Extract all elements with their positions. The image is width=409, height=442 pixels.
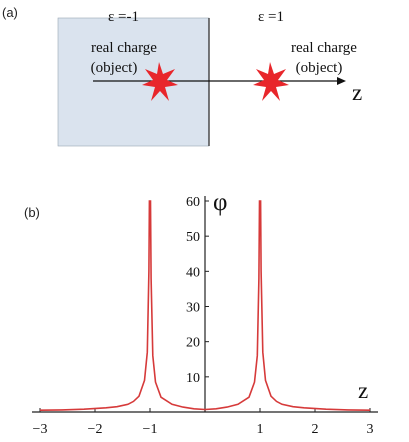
x-tick-label: −3 <box>33 422 48 437</box>
y-tick-label: 50 <box>186 230 200 245</box>
y-axis-label: φ <box>213 189 227 216</box>
epsilon-right-label: ε =1 <box>258 9 284 25</box>
y-tick-label: 20 <box>186 336 200 351</box>
x-tick-label: −1 <box>143 422 158 437</box>
z-axis-arrowhead <box>337 77 346 85</box>
right-charge-label-line1: real charge <box>291 40 357 56</box>
panel-b-label: (b) <box>24 205 40 220</box>
plot-ticks: −3 −2 −1 1 2 3 10 20 30 40 50 60 <box>33 195 374 437</box>
plot-axes <box>32 196 378 413</box>
potential-curve <box>39 200 371 411</box>
negative-epsilon-medium <box>57 17 210 147</box>
x-tick-label: 3 <box>367 422 374 437</box>
y-tick-label: 40 <box>186 265 200 280</box>
epsilon-left-label: ε =-1 <box>108 9 139 25</box>
y-tick-label: 10 <box>186 371 200 386</box>
y-tick-label: 60 <box>186 195 200 210</box>
right-charge-label-line2: (object) <box>296 60 343 76</box>
left-charge-star-icon <box>142 62 178 101</box>
left-charge-label-line1: real charge <box>91 40 157 56</box>
x-tick-label: 2 <box>312 422 319 437</box>
x-tick-label: −2 <box>88 422 103 437</box>
panel-a-label: (a) <box>2 5 18 20</box>
x-tick-label: 1 <box>257 422 264 437</box>
x-axis-label: z <box>358 378 368 403</box>
panel-a-z-label: z <box>352 80 362 105</box>
y-tick-label: 30 <box>186 301 200 316</box>
right-charge-star-icon <box>253 62 289 101</box>
left-charge-label-line2: (object) <box>91 60 138 76</box>
